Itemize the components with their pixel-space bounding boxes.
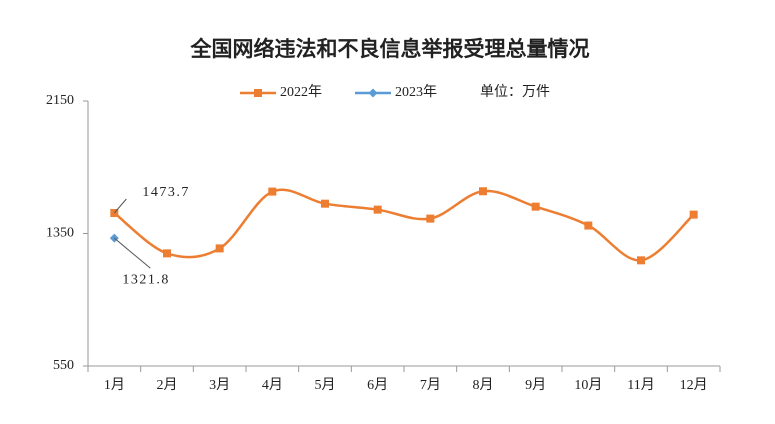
point bbox=[321, 199, 329, 208]
point bbox=[689, 210, 698, 219]
legend-marker bbox=[254, 89, 262, 97]
point bbox=[373, 205, 382, 214]
x-tick-label: 2月 bbox=[157, 377, 178, 393]
x-tick-label: 10月 bbox=[574, 377, 602, 393]
point bbox=[584, 221, 593, 230]
point bbox=[163, 249, 171, 258]
unit-note: 单位：万件 bbox=[480, 84, 550, 100]
y-tick-label: 2150 bbox=[46, 93, 74, 108]
x-tick-label: 11月 bbox=[627, 377, 654, 393]
x-tick-label: 1月 bbox=[104, 377, 125, 393]
data-label: 1473.7 bbox=[142, 185, 190, 200]
x-tick-label: 4月 bbox=[262, 377, 283, 393]
point bbox=[531, 202, 540, 211]
label-leader bbox=[113, 198, 127, 214]
x-tick-label: 8月 bbox=[473, 377, 494, 393]
x-tick-label: 7月 bbox=[420, 377, 441, 393]
point bbox=[268, 187, 277, 196]
y-tick-label: 550 bbox=[53, 358, 74, 373]
chart-title: 全国网络违法和不良信息举报受理总量情况 bbox=[190, 37, 590, 61]
x-tick-label: 5月 bbox=[315, 377, 336, 393]
point bbox=[426, 214, 435, 223]
point bbox=[215, 244, 224, 253]
data-label: 1321.8 bbox=[122, 272, 170, 287]
legend-marker bbox=[368, 88, 378, 98]
x-tick-label: 6月 bbox=[367, 377, 388, 393]
label-leader bbox=[114, 237, 151, 269]
legend-label: 2022年 bbox=[280, 84, 322, 100]
x-tick-label: 9月 bbox=[525, 377, 546, 393]
x-tick-label: 12月 bbox=[680, 377, 708, 393]
point bbox=[479, 187, 487, 196]
point bbox=[637, 256, 645, 265]
legend-label: 2023年 bbox=[395, 84, 437, 100]
y-tick-label: 1350 bbox=[46, 226, 74, 241]
x-tick-label: 3月 bbox=[209, 377, 230, 393]
series-line bbox=[113, 188, 695, 262]
